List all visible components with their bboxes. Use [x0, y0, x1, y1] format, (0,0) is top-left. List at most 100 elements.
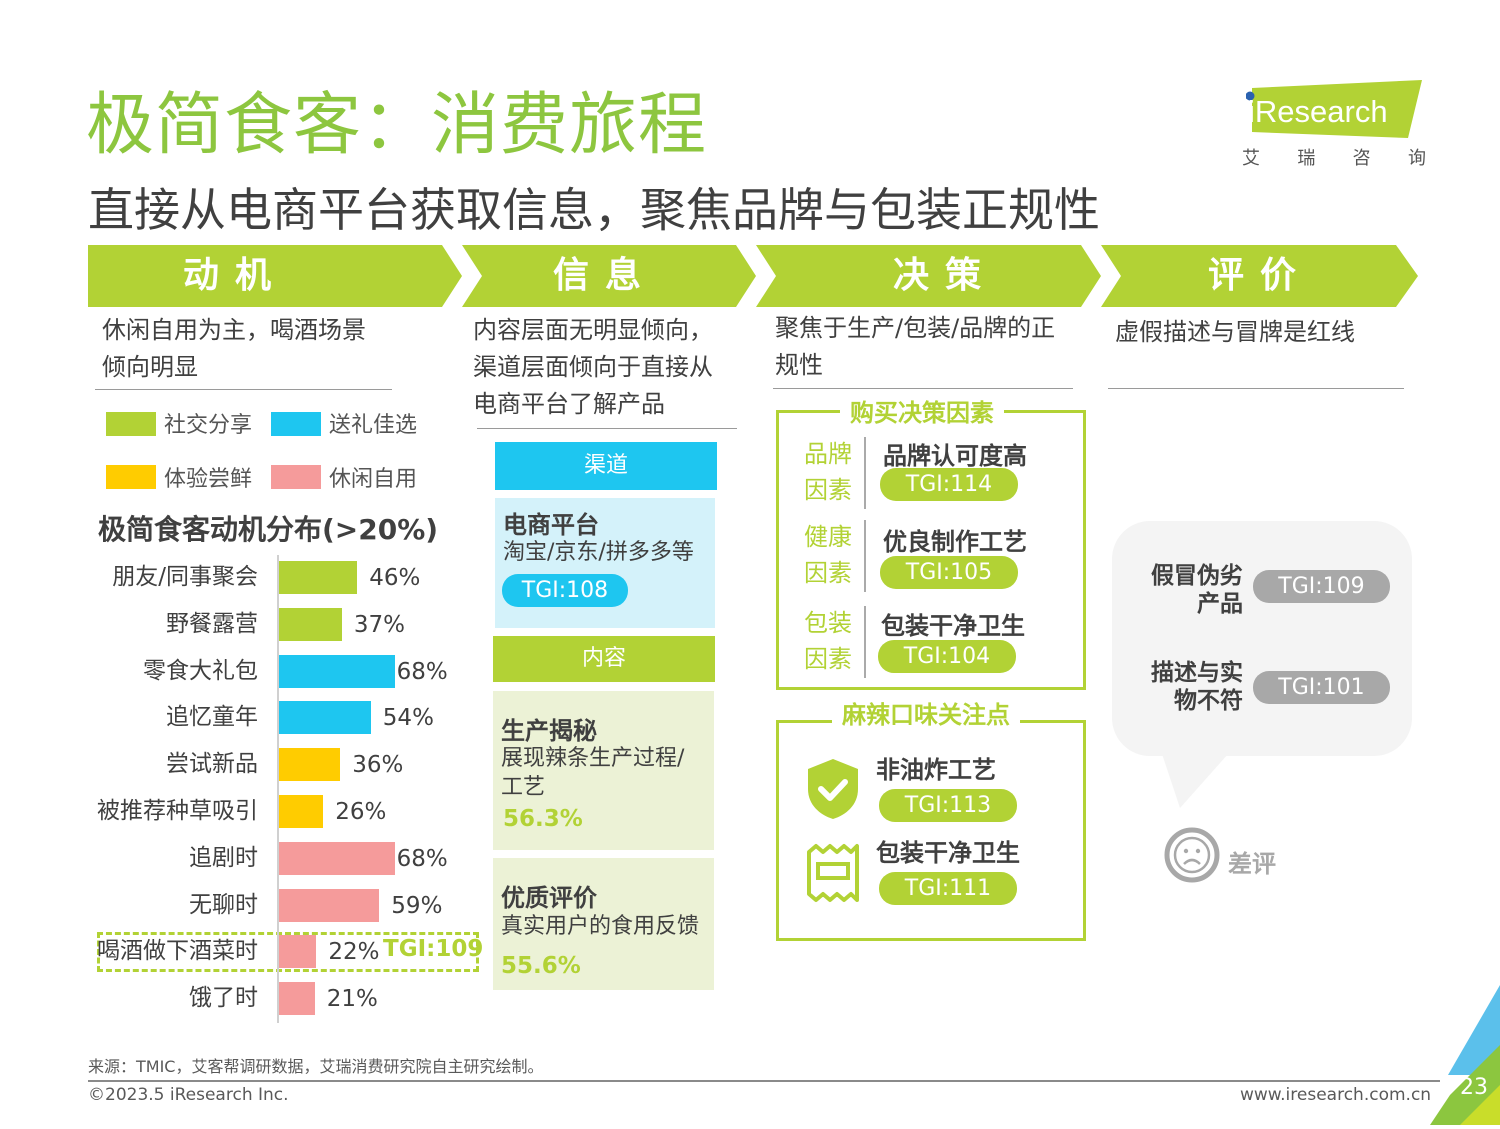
highlight-tgi: TGI:109: [383, 936, 484, 962]
chart-axis: [277, 555, 279, 1023]
channel-text: 淘宝/京东/拼多多等: [503, 540, 694, 565]
channel-header: 渠道: [495, 442, 717, 490]
factor-tgi-pill: TGI:114: [880, 468, 1018, 501]
desc-line: 内容层面无明显倾向，: [473, 316, 713, 344]
legend-label: 体验尝鲜: [164, 467, 253, 492]
page-subtitle: 直接从电商平台获取信息，聚焦品牌与包装正规性: [88, 183, 1100, 237]
bar: [279, 795, 324, 828]
factor-feature: 优良制作工艺: [883, 528, 1027, 556]
legend-label: 休闲自用: [329, 467, 418, 492]
divider: [477, 428, 737, 429]
channel-title: 电商平台: [503, 511, 599, 539]
highlight-dashed-box: [97, 932, 479, 972]
source-note: 来源：TMIC，艾客帮调研数据，艾瑞消费研究院自主研究绘制。: [88, 1057, 544, 1076]
bar: [279, 935, 317, 969]
content-text: 真实用户的食用反馈: [501, 914, 700, 939]
page-title: 极简食客：消费旅程: [86, 86, 708, 165]
purchase-factors-title: 购买决策因素: [840, 398, 1004, 428]
logo-char: 瑞: [1297, 148, 1316, 169]
stage-desc-review: 虚假描述与冒牌是红线: [1115, 314, 1415, 351]
chevron-icon: [1081, 245, 1121, 307]
logo-chinese-name: 艾 瑞 咨 询: [1242, 144, 1426, 170]
logo-char: 咨: [1352, 148, 1371, 169]
review-tgi-pill: TGI:101: [1253, 671, 1390, 704]
bar: [279, 701, 371, 735]
bar-value-label: 36%: [352, 752, 404, 779]
content-text: 展现辣条生产过程/工艺: [501, 746, 685, 800]
review-label: 描述与实 物不符: [1151, 660, 1243, 714]
spicy-feature: 包装干净卫生: [876, 839, 1020, 867]
legend-swatch-leisure: [271, 465, 321, 489]
spicy-tgi-pill: TGI:111: [879, 872, 1017, 905]
separator: [864, 606, 866, 678]
bar-value-label: 59%: [391, 892, 443, 919]
stage-desc-motivation: 休闲自用为主，喝酒场景 倾向明显: [102, 312, 402, 386]
factor-label-text: 品牌 因素: [804, 440, 852, 504]
stage-decision: 决策: [892, 255, 997, 296]
bar-value-label: 37%: [353, 611, 406, 638]
bar-category-label: 被推荐种草吸引: [97, 798, 258, 824]
chart-title: 极简食客动机分布(>20%): [98, 513, 439, 546]
content-title: 生产揭秘: [501, 717, 597, 745]
bad-review-label: 差评: [1228, 850, 1276, 878]
divider: [95, 389, 392, 390]
spicy-focus-title: 麻辣口味关注点: [832, 700, 1020, 730]
separator: [864, 437, 866, 509]
factor-tgi-pill: TGI:105: [880, 556, 1018, 589]
spicy-feature: 非油炸工艺: [876, 756, 996, 784]
bar-category-label: 野餐露营: [166, 610, 258, 637]
desc-line: 电商平台了解产品: [473, 390, 665, 418]
review-tgi-pill: TGI:109: [1253, 570, 1390, 603]
iresearch-logo: iResearch: [1245, 80, 1422, 138]
bubble-pointer: [1162, 754, 1228, 808]
bar: [279, 654, 395, 688]
legend-swatch-gift: [271, 412, 321, 436]
stage-desc-information: 内容层面无明显倾向， 渠道层面倾向于直接从 电商平台了解产品: [473, 312, 743, 423]
factor-feature: 品牌认可度高: [883, 442, 1027, 470]
legend-swatch-social: [106, 412, 156, 436]
bar-category-label: 追剧时: [189, 844, 258, 871]
bar-value-label: 68%: [396, 658, 448, 685]
content-box-reviews: [493, 858, 714, 990]
bar-category-label: 追忆童年: [166, 704, 258, 731]
legend-swatch-try: [106, 465, 156, 489]
bar: [279, 841, 395, 875]
stage-information: 信息: [552, 255, 657, 296]
factor-feature: 包装干净卫生: [881, 612, 1025, 640]
spicy-tgi-pill: TGI:113: [879, 789, 1017, 822]
stage-motivation: 动机: [182, 255, 287, 296]
factor-tgi-pill: TGI:104: [878, 640, 1016, 673]
bar-category-label: 饿了时: [189, 985, 258, 1012]
factor-label: 包装 因素: [800, 605, 856, 677]
factor-label: 健康 因素: [800, 519, 856, 591]
divider: [1108, 388, 1404, 389]
desc-line: 倾向明显: [102, 353, 198, 381]
bar-value-label: 54%: [382, 705, 434, 732]
shield-check-icon: [806, 757, 860, 821]
bar-value-label: 26%: [335, 799, 387, 825]
stage-review: 评价: [1207, 255, 1312, 296]
content-box-production: [493, 691, 714, 850]
bar: [279, 748, 341, 782]
factor-label-text: 健康 因素: [804, 523, 852, 587]
footer-divider: [88, 1080, 1440, 1082]
bar-category-label: 尝试新品: [166, 751, 258, 778]
package-icon: [806, 842, 860, 904]
bar: [279, 982, 315, 1016]
content-pct: 56.3%: [503, 806, 583, 832]
desc-line: 规性: [775, 351, 823, 379]
desc-line: 聚焦于生产/包装/品牌的正: [775, 314, 1056, 342]
content-pct: 55.6%: [501, 953, 581, 979]
chevron-icon: [736, 245, 776, 307]
corner-decoration: [1430, 985, 1500, 1125]
bar-value-label: 46%: [369, 565, 421, 591]
logo-char: 询: [1407, 148, 1426, 169]
legend-label: 社交分享: [164, 413, 253, 438]
website-link[interactable]: www.iresearch.com.cn: [1240, 1085, 1432, 1105]
journey-banner: [88, 245, 1418, 307]
desc-line: 渠道层面倾向于直接从: [473, 353, 713, 381]
content-header: 内容: [493, 636, 715, 682]
factor-label: 品牌 因素: [800, 436, 856, 508]
bar-category-label: 朋友/同事聚会: [112, 564, 258, 590]
bar-value-label: 68%: [396, 845, 448, 872]
